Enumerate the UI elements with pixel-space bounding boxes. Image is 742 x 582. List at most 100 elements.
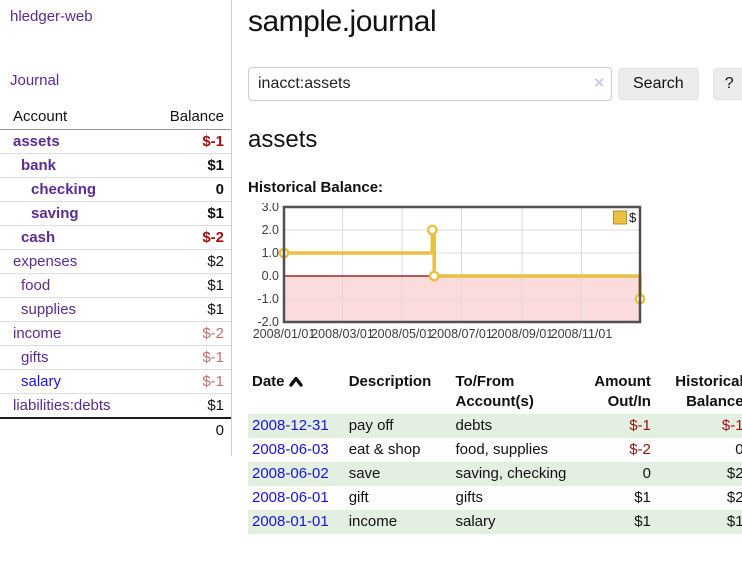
account-name-cell: liabilities:debts [0, 393, 149, 418]
account-balance: $1 [148, 201, 231, 226]
transaction-date-link[interactable]: 2008-01-01 [252, 513, 329, 530]
account-name-cell: assets [0, 129, 149, 154]
register-header-row: Date Description To/From Account(s) Amount … [248, 370, 742, 414]
data-point-marker [426, 224, 438, 236]
account-row: bank $1 [0, 153, 231, 178]
accounts-total-row: 0 [0, 417, 231, 442]
account-name-cell: income [0, 321, 149, 346]
legend-swatch [613, 210, 627, 225]
account-balance: $1 [148, 297, 231, 322]
account-row: supplies $1 [0, 297, 231, 322]
register-accounts-cell: debts [455, 417, 493, 434]
account-link-income[interactable]: income [13, 325, 62, 342]
account-link-assets[interactable]: assets [13, 133, 60, 150]
sidebar: hledger-web Journal Account Balance asse… [0, 0, 232, 456]
search-button[interactable]: Search [618, 68, 699, 100]
register-header-date[interactable]: Date [248, 370, 349, 414]
account-link-gifts[interactable]: gifts [21, 349, 49, 366]
account-row: saving $1 [0, 201, 231, 226]
search-input[interactable] [248, 67, 612, 101]
account-link-expenses[interactable]: expenses [13, 253, 78, 270]
account-link-liabilities-debts[interactable]: liabilities:debts [13, 397, 111, 414]
account-link-supplies[interactable]: supplies [21, 301, 77, 318]
account-row: expenses $2 [0, 249, 231, 274]
account-balance: $1 [148, 153, 231, 178]
register-balance-cell: 0 [735, 441, 742, 458]
account-link-saving[interactable]: saving [31, 205, 79, 222]
x-axis-tick-label: 2008/09/01 [491, 327, 554, 341]
app-brand-link[interactable]: hledger-web [10, 8, 93, 25]
account-link-bank[interactable]: bank [21, 157, 57, 174]
account-link-checking[interactable]: checking [31, 181, 97, 198]
legend-label: $ [629, 210, 637, 225]
account-row: gifts $-1 [0, 345, 231, 370]
clear-search-icon[interactable]: × [594, 73, 604, 92]
chart-svg: $3.0 2.0 1.0 0.0 -1.0 -2.02008/01/012008/03/0… [253, 200, 646, 341]
account-name-cell: gifts [0, 345, 149, 370]
spacer-cell [0, 417, 149, 442]
register-balance-cell: $-1 [721, 417, 742, 434]
transaction-date-link[interactable]: 2008-12-31 [252, 417, 329, 434]
register-date-cell: 2008-06-03 [248, 438, 349, 462]
account-row: checking 0 [0, 177, 231, 202]
register-amount-cell: $1 [634, 489, 651, 506]
account-balance: $1 [148, 393, 231, 418]
y-axis-tick-label: 2.0 [262, 223, 279, 237]
x-axis-tick-label: 2008/07/01 [430, 327, 493, 341]
register-description-cell: pay off [348, 417, 394, 434]
accounts-header-account: Account [13, 108, 68, 125]
data-point-marker [428, 270, 440, 282]
table-row: 2008-06-03 eat & shop food, supplies $-2 0 [248, 438, 742, 462]
register-date-cell: 2008-12-31 [248, 414, 349, 438]
account-balance: $-2 [148, 321, 231, 346]
transaction-date-link[interactable]: 2008-06-02 [252, 465, 329, 482]
register-accounts-cell: salary [455, 513, 496, 530]
register-amount-cell: 0 [642, 465, 651, 482]
register-description-cell: income [348, 513, 398, 530]
search-form: × Search ? [248, 67, 742, 101]
account-link-cash[interactable]: cash [21, 229, 56, 246]
account-link-salary[interactable]: salary [21, 373, 62, 390]
x-axis-tick-label: 2008/03/01 [311, 327, 374, 341]
help-button[interactable]: ? [712, 68, 742, 100]
account-title: assets [248, 126, 318, 153]
account-name-cell: bank [0, 153, 149, 178]
search-box: × [248, 67, 612, 101]
register-date-cell: 2008-06-01 [248, 486, 349, 510]
register-table: Date Description To/From Account(s) Amount … [248, 370, 742, 534]
accounts-total-balance: 0 [148, 417, 231, 442]
register-accounts-cell: food, supplies [455, 441, 549, 458]
account-name-cell: saving [0, 201, 149, 226]
account-name-cell: food [0, 273, 149, 298]
x-axis-tick-label: 2008/01/01 [253, 327, 316, 341]
account-balance: $-2 [148, 225, 231, 250]
register-date-cell: 2008-01-01 [248, 510, 349, 534]
accounts-header-row: Account Balance [0, 105, 231, 130]
account-balance: $-1 [148, 345, 231, 370]
table-row: 2008-06-02 save saving, checking 0 $2 [248, 462, 742, 486]
register-amount-cell: $1 [634, 513, 651, 530]
register-accounts-cell: saving, checking [455, 465, 567, 482]
account-name-cell: checking [0, 177, 149, 202]
register-header-historical-balance: Historical Balance [675, 373, 742, 410]
transaction-date-link[interactable]: 2008-06-01 [252, 489, 329, 506]
account-balance: $-1 [148, 129, 231, 154]
y-axis-tick-label: 1.0 [262, 246, 279, 260]
account-link-food[interactable]: food [21, 277, 51, 294]
account-balance: $2 [148, 249, 231, 274]
main-content: sample.journal × Search ? assets Histori… [232, 0, 742, 534]
register-description-cell: save [348, 465, 381, 482]
historical-balance-chart: $3.0 2.0 1.0 0.0 -1.0 -2.0 2008/01/01 2008/03/0… [248, 200, 742, 355]
register-header-description: Description [348, 373, 432, 390]
accounts-table: Account Balance assets $-1 bank $1 checking 0… [0, 105, 231, 442]
transaction-date-link[interactable]: 2008-06-03 [252, 441, 329, 458]
sidebar-item-journal[interactable]: Journal [10, 72, 60, 89]
y-axis-tick-label: -2.0 [257, 315, 279, 329]
account-name-cell: expenses [0, 249, 149, 274]
table-row: 2008-06-01 gift gifts $1 $2 [248, 486, 742, 510]
table-row: 2008-12-31 pay off debts $-1 $-1 [248, 414, 742, 438]
y-axis-tick-label: 0.0 [262, 269, 279, 283]
accounts-header-balance: Balance [169, 108, 224, 125]
table-row: 2008-01-01 income salary $1 $1 [248, 510, 742, 534]
account-name-cell: supplies [0, 297, 149, 322]
